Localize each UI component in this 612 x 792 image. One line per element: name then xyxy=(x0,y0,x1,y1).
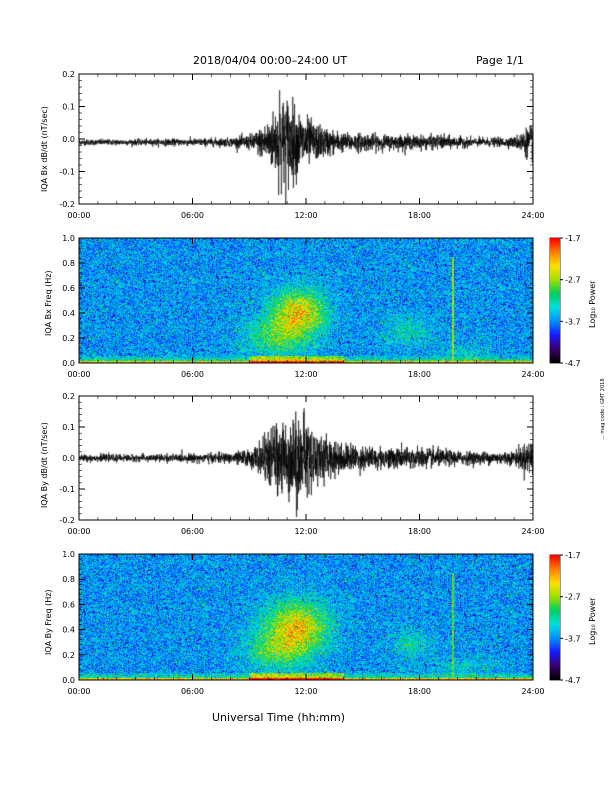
y-tick-label: 0.2 xyxy=(62,70,75,79)
x-tick-label: 06:00 xyxy=(181,211,204,220)
x-tick-label: 12:00 xyxy=(294,211,317,220)
y-tick-label: 0.4 xyxy=(62,309,75,318)
colorbar-tick-label: -1.7 xyxy=(565,551,581,560)
plot-frame xyxy=(78,237,534,364)
by-dbdt-trace xyxy=(79,396,533,520)
y-tick-label: -0.2 xyxy=(59,200,75,209)
y-tick-label: 0.1 xyxy=(62,103,75,112)
bx-colorbar-label: Log₁₀ Power xyxy=(588,280,597,328)
y-tick-label: 0.4 xyxy=(62,626,75,635)
bx-colorbar xyxy=(550,238,560,363)
bx-spectrogram xyxy=(79,238,533,363)
x-tick-label: 06:00 xyxy=(181,370,204,378)
colorbar-tick-label: -3.7 xyxy=(565,634,581,643)
bx-spectrogram-axes: 00:00 06:00 12:00 18:00 24:00 1.0 0.8 0.6 0.4 0.2… xyxy=(62,234,581,378)
x-tick-label: 00:00 xyxy=(67,370,90,378)
x-tick-label: 18:00 xyxy=(408,687,431,694)
y-tick-label: 0.2 xyxy=(62,392,75,401)
colorbar-tick-label: -4.7 xyxy=(565,359,581,368)
y-tick-label: 0.0 xyxy=(62,359,75,368)
colorbar-tick-label: -4.7 xyxy=(565,676,581,685)
y-tick-label: 0.1 xyxy=(62,423,75,432)
bx-dbdt-trace xyxy=(79,74,533,204)
by-colorbar-label: Log₁₀ Power xyxy=(588,597,597,645)
x-tick-label: 06:00 xyxy=(181,527,204,536)
y-tick-label: 0.2 xyxy=(62,651,75,660)
y-tick-label: 1.0 xyxy=(62,550,75,559)
y-tick-label: -0.1 xyxy=(59,168,75,177)
y-tick-label: 0.8 xyxy=(62,575,75,584)
y-tick-label: -0.2 xyxy=(59,516,75,525)
x-tick-label: 06:00 xyxy=(181,687,204,694)
x-tick-label: 12:00 xyxy=(294,370,317,378)
x-axis-title: Universal Time (hh:mm) xyxy=(212,711,345,724)
y-tick-label: -0.1 xyxy=(59,485,75,494)
by-spectrogram xyxy=(79,554,533,680)
x-tick-label: 18:00 xyxy=(408,527,431,536)
x-tick-label: 24:00 xyxy=(521,687,544,694)
plot-frame xyxy=(78,395,534,521)
y-tick-label: 0.8 xyxy=(62,259,75,268)
y-tick-label: 0.6 xyxy=(62,284,75,293)
colorbar-tick-label: -3.7 xyxy=(565,317,581,326)
x-tick-label: 00:00 xyxy=(67,211,90,220)
colorbar-tick-label: -1.7 xyxy=(565,234,581,243)
report-title: 2018/04/04 00:00–24:00 UT xyxy=(193,54,348,67)
x-tick-label: 12:00 xyxy=(294,527,317,536)
x-tick-label: 24:00 xyxy=(521,211,544,220)
colorbar-tick-label: -2.7 xyxy=(565,276,581,285)
bx-dbdt-axes: 00:00 06:00 12:00 18:00 24:00 0.2 0.1 0.0 -0.1 -0… xyxy=(59,70,544,220)
y-tick-label: 0.2 xyxy=(62,334,75,343)
by-spectrogram-axes: 00:00 06:00 12:00 18:00 24:00 1.0 0.8 0.6 0.4 0.2… xyxy=(62,550,581,694)
x-tick-label: 12:00 xyxy=(294,687,317,694)
by-dbdt-axes: 00:00 06:00 12:00 18:00 24:00 0.2 0.1 0.0 -0.1 -0… xyxy=(59,392,544,536)
x-tick-label: 24:00 xyxy=(521,527,544,536)
y-tick-label: 1.0 xyxy=(62,234,75,243)
y-tick-label: 0.0 xyxy=(62,135,75,144)
plot-frame xyxy=(78,73,534,205)
y-tick-label: 0.0 xyxy=(62,676,75,685)
y-tick-label: 0.0 xyxy=(62,454,75,463)
x-tick-label: 00:00 xyxy=(67,687,90,694)
plot-frame xyxy=(78,553,534,681)
colorbar-tick-label: -2.7 xyxy=(565,593,581,602)
by-colorbar xyxy=(550,555,560,680)
x-tick-label: 18:00 xyxy=(408,370,431,378)
x-tick-label: 24:00 xyxy=(521,370,544,378)
y-tick-label: 0.6 xyxy=(62,600,75,609)
page-indicator: Page 1/1 xyxy=(476,54,524,67)
x-tick-label: 18:00 xyxy=(408,211,431,220)
x-tick-label: 00:00 xyxy=(67,527,90,536)
